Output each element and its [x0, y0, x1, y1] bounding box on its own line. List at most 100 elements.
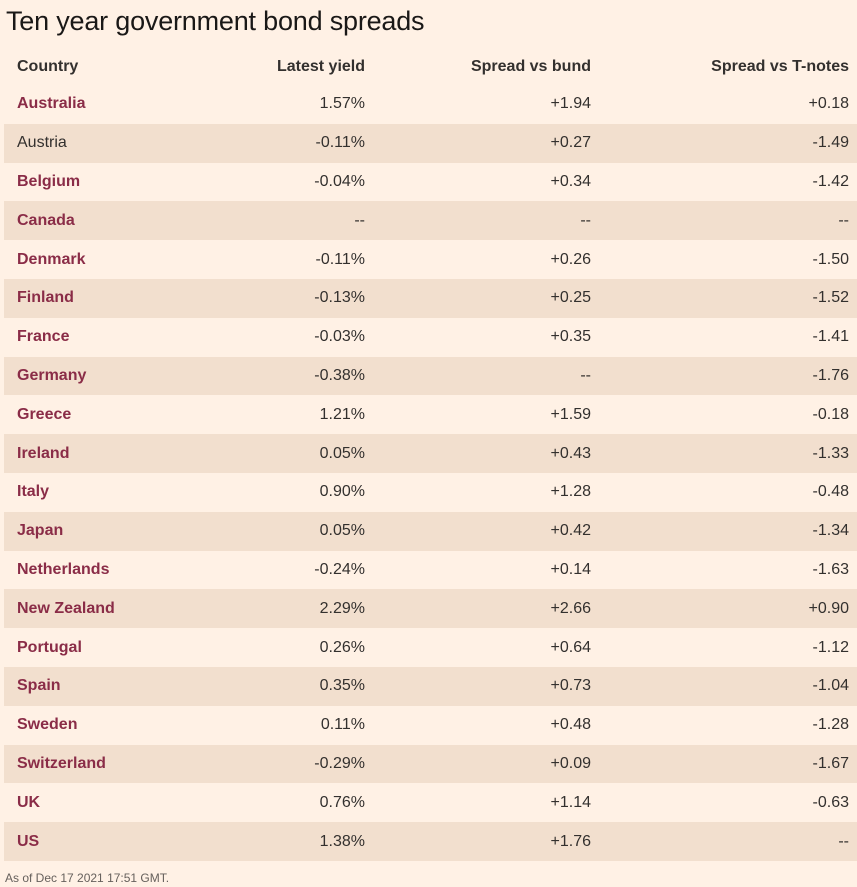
latest-yield-cell: -0.38% [173, 356, 373, 396]
table-row: Austria -0.11% +0.27 -1.49 [4, 123, 857, 163]
spread-vs-bund-cell: +1.59 [550, 405, 591, 423]
spread-vs-tnotes-cell: -1.63 [812, 560, 849, 578]
latest-yield-cell: -0.29% [173, 744, 373, 784]
spread-vs-bund-cell: +0.35 [550, 328, 591, 346]
latest-yield-cell: -- [173, 201, 373, 241]
spread-vs-bund-cell: +1.94 [550, 95, 591, 113]
latest-yield-cell: 0.11% [320, 716, 365, 734]
spread-vs-tnotes-cell: -1.04 [599, 666, 857, 706]
spread-vs-tnotes-cell: -1.28 [812, 716, 849, 734]
spread-vs-tnotes-cell: -0.48 [812, 483, 849, 501]
table-row: Denmark -0.11% +0.26 -1.50 [4, 240, 857, 279]
spread-vs-bund-cell: +0.43 [373, 434, 599, 473]
column-header-country: Country [17, 57, 79, 75]
table-row: Netherlands -0.24% +0.14 -1.63 [4, 551, 857, 590]
column-header-latest-yield: Latest yield [276, 57, 365, 75]
table-row: US 1.38% +1.76 -- [4, 822, 857, 861]
spread-vs-tnotes-cell: -1.41 [812, 328, 849, 346]
spread-vs-tnotes-cell: -1.76 [599, 356, 857, 396]
country-link[interactable]: Greece [17, 405, 72, 423]
spread-vs-bund-cell: -- [373, 356, 599, 396]
country-link[interactable]: Spain [17, 677, 61, 695]
country-cell: Greece [4, 395, 173, 434]
country-cell: UK [4, 783, 173, 822]
latest-yield-cell: -0.13% [173, 278, 373, 318]
spread-vs-bund-cell: +0.73 [373, 666, 599, 706]
column-header-spread-vs-bund: Spread vs bund [470, 57, 591, 75]
table-row: UK 0.76% +1.14 -0.63 [4, 783, 857, 822]
spread-vs-bund-cell: +0.14 [550, 560, 591, 578]
country-cell: Germany [4, 356, 173, 396]
latest-yield-cell: 1.38% [173, 822, 373, 861]
spread-vs-bund-cell: +1.14 [550, 793, 591, 811]
country-cell: Ireland [4, 434, 173, 473]
latest-yield-cell: -0.03% [314, 328, 365, 346]
spread-vs-bund-cell: +0.26 [550, 250, 591, 268]
country-cell: Italy [4, 473, 173, 512]
spread-vs-bund-cell: +0.25 [373, 278, 599, 318]
spread-vs-tnotes-cell: -0.18 [812, 405, 849, 423]
spread-vs-bund-cell: +0.64 [550, 638, 591, 656]
country-label: Austria [17, 134, 67, 152]
country-link[interactable]: Switzerland [17, 754, 106, 772]
latest-yield-cell: -0.11% [315, 250, 365, 268]
country-link[interactable]: Germany [17, 366, 87, 384]
spread-vs-tnotes-cell: -1.34 [599, 511, 857, 551]
table-row: New Zealand 2.29% +2.66 +0.90 [4, 589, 857, 629]
country-link[interactable]: Ireland [17, 444, 70, 462]
country-link[interactable]: Australia [17, 95, 86, 113]
country-link[interactable]: Belgium [17, 172, 81, 190]
table-row: Canada -- -- -- [4, 201, 857, 241]
country-cell: Netherlands [4, 551, 173, 590]
latest-yield-cell: 1.21% [319, 405, 365, 423]
latest-yield-cell: -0.04% [314, 172, 365, 190]
spread-vs-tnotes-cell: -1.52 [599, 278, 857, 318]
country-link[interactable]: Netherlands [17, 560, 110, 578]
table-row: Belgium -0.04% +0.34 -1.42 [4, 163, 857, 202]
country-link[interactable]: Denmark [17, 250, 86, 268]
table-row: Sweden 0.11% +0.48 -1.28 [4, 706, 857, 745]
country-link[interactable]: Japan [17, 522, 64, 540]
spread-vs-bund-cell: +0.48 [550, 716, 591, 734]
table-title: Ten year government bond spreads [6, 6, 425, 36]
country-cell: Switzerland [4, 744, 173, 784]
latest-yield-cell: 0.76% [319, 793, 365, 811]
spread-vs-tnotes-cell: +0.90 [599, 589, 857, 629]
latest-yield-cell: 1.57% [319, 95, 365, 113]
country-link[interactable]: New Zealand [17, 599, 115, 617]
column-header-spread-vs-tnotes: Spread vs T-notes [711, 57, 849, 75]
spread-vs-tnotes-cell: -- [599, 822, 857, 861]
country-link[interactable]: UK [17, 793, 41, 811]
table-row: Italy 0.90% +1.28 -0.48 [4, 473, 857, 512]
latest-yield-cell: -0.24% [314, 560, 365, 578]
table-row: Finland -0.13% +0.25 -1.52 [4, 278, 857, 318]
latest-yield-cell: 0.05% [173, 511, 373, 551]
country-link[interactable]: France [17, 328, 70, 346]
country-cell: Austria [4, 123, 173, 163]
country-link[interactable]: Italy [17, 483, 50, 501]
country-cell: Spain [4, 666, 173, 706]
country-link[interactable]: Canada [17, 211, 75, 229]
country-link[interactable]: Sweden [17, 716, 78, 734]
country-link[interactable]: US [17, 832, 40, 850]
spread-vs-bund-cell: +0.27 [373, 123, 599, 163]
table-row: Germany -0.38% -- -1.76 [4, 356, 857, 396]
bond-spreads-table: Country Latest yield Spread vs bund Spre… [4, 48, 857, 861]
table-row: Japan 0.05% +0.42 -1.34 [4, 511, 857, 551]
table-header-row: Country Latest yield Spread vs bund Spre… [4, 48, 857, 85]
spread-vs-tnotes-cell: -1.12 [812, 638, 849, 656]
country-cell: Australia [4, 85, 173, 124]
table-row: Switzerland -0.29% +0.09 -1.67 [4, 744, 857, 784]
spread-vs-tnotes-cell: -1.50 [812, 250, 849, 268]
spread-vs-tnotes-cell: -1.42 [812, 172, 849, 190]
country-cell: Canada [4, 201, 173, 241]
spread-vs-bund-cell: +2.66 [373, 589, 599, 629]
country-cell: Denmark [4, 240, 173, 279]
latest-yield-cell: -0.11% [173, 123, 373, 163]
country-link[interactable]: Finland [17, 289, 74, 307]
country-cell: Belgium [4, 163, 173, 202]
country-cell: Finland [4, 278, 173, 318]
country-cell: New Zealand [4, 589, 173, 629]
latest-yield-cell: 0.35% [173, 666, 373, 706]
country-link[interactable]: Portugal [17, 638, 82, 656]
